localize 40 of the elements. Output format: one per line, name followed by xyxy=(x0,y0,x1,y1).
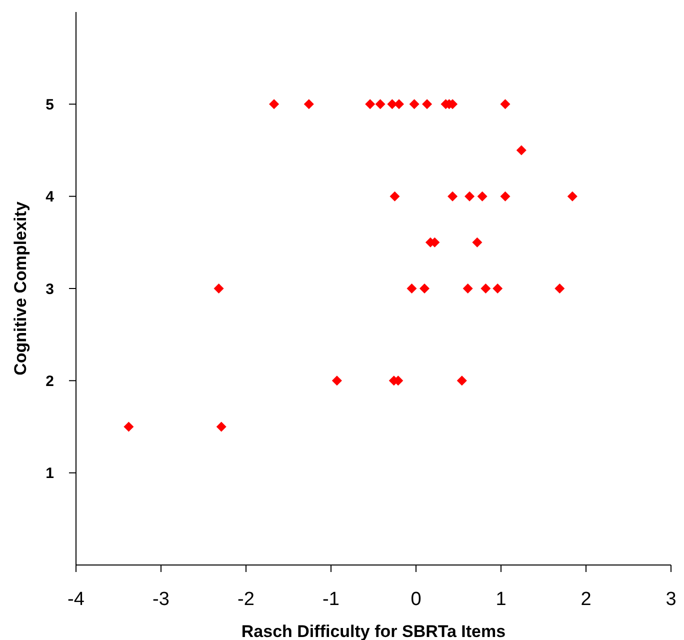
y-axis-title: Cognitive Complexity xyxy=(11,201,30,376)
y-tick-label: 4 xyxy=(46,188,55,206)
x-tick-label: 2 xyxy=(580,589,592,610)
y-tick-label: 1 xyxy=(46,465,54,482)
x-tick-label: 0 xyxy=(410,589,422,610)
x-tick-label: -1 xyxy=(322,589,340,610)
point xyxy=(480,283,491,294)
point xyxy=(462,283,473,294)
point xyxy=(472,237,482,248)
x-tick-label: -2 xyxy=(238,589,254,610)
x-tick-label: 3 xyxy=(666,589,676,610)
point xyxy=(500,99,510,110)
point xyxy=(500,191,510,202)
point xyxy=(464,191,475,202)
point xyxy=(448,191,458,202)
point xyxy=(409,99,420,110)
point xyxy=(419,283,430,294)
y-tick-label: 2 xyxy=(46,372,54,390)
point xyxy=(216,422,226,432)
point xyxy=(477,191,488,202)
y-tick-label: 5 xyxy=(46,96,54,114)
point xyxy=(554,283,565,294)
point xyxy=(456,376,467,386)
point xyxy=(124,422,134,432)
point xyxy=(516,145,526,156)
point xyxy=(406,283,417,294)
point xyxy=(304,99,314,110)
point xyxy=(269,99,280,110)
point xyxy=(365,99,376,110)
point xyxy=(214,283,224,294)
point xyxy=(332,376,342,386)
point xyxy=(567,191,578,202)
point xyxy=(375,99,386,110)
x-tick-label: 1 xyxy=(496,589,506,610)
x-tick-label: -4 xyxy=(68,589,85,610)
point xyxy=(390,191,400,202)
point xyxy=(422,99,432,110)
y-tick-label: 3 xyxy=(46,280,54,298)
x-tick-label: -3 xyxy=(152,589,170,610)
point xyxy=(492,283,503,294)
